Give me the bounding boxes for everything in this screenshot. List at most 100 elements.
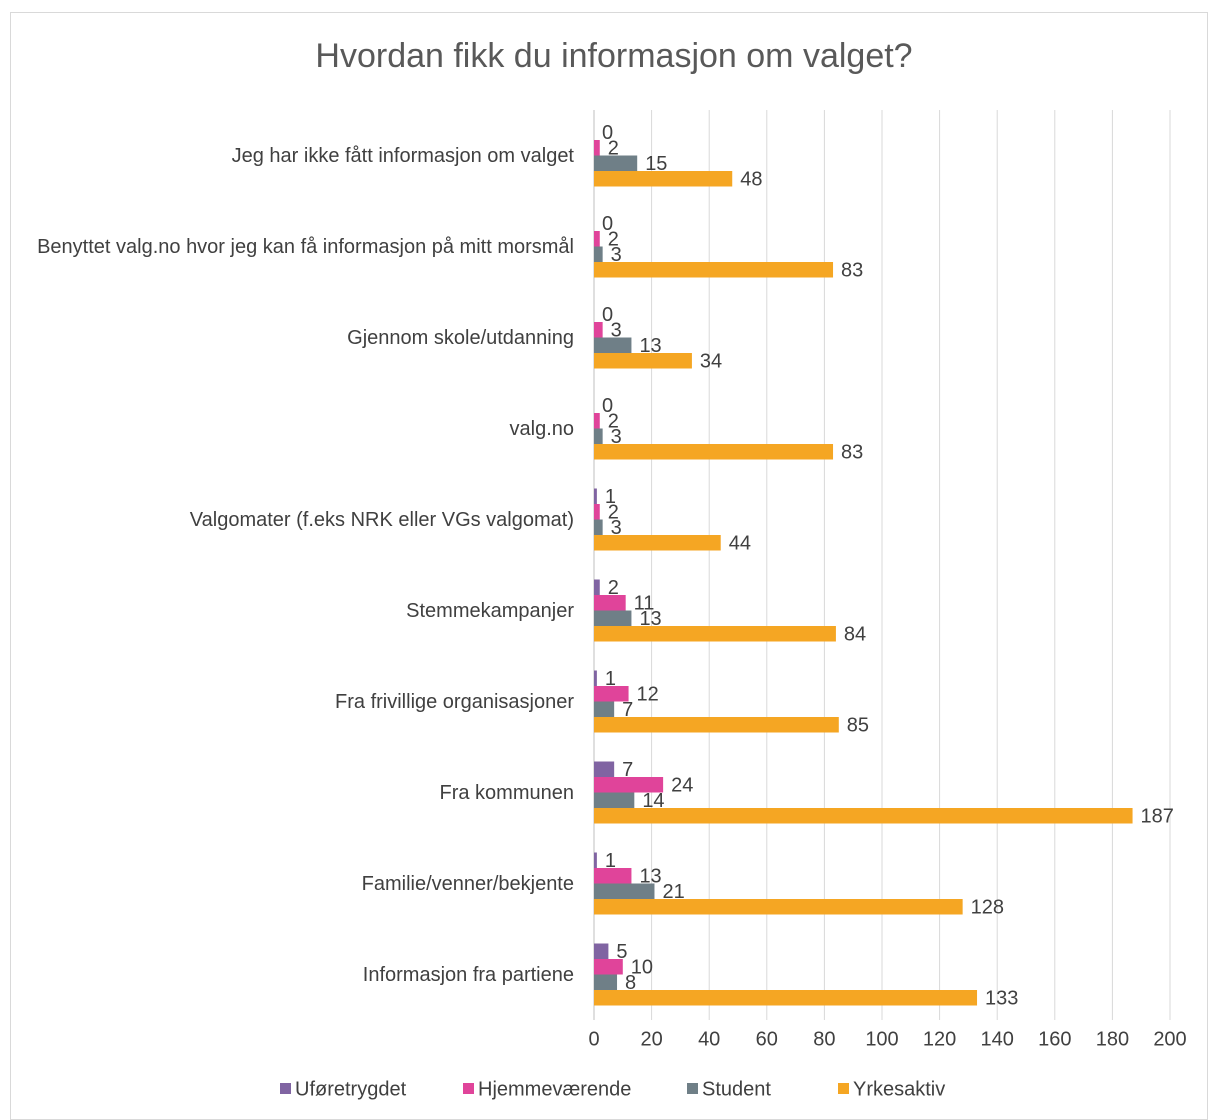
data-label: 187 [1141,806,1174,828]
y-tick-label: valg.no [509,417,575,440]
bar [594,504,600,520]
data-label: 2 [608,138,619,160]
y-tick-label: Fra kommunen [439,781,575,804]
y-tick-label: Jeg har ikke fått informasjon om valget [231,144,574,167]
data-label: 84 [844,624,866,646]
data-label: 3 [611,244,622,266]
x-tick-label: 160 [1038,1028,1071,1050]
data-label: 2 [608,229,619,251]
data-label: 8 [625,972,636,994]
data-label: 83 [841,260,863,282]
x-tick-label: 180 [1096,1028,1129,1050]
bar [594,959,623,975]
bar [594,444,834,460]
data-label: 85 [847,715,869,737]
data-label: 0 [602,213,613,235]
data-label: 7 [622,759,633,781]
data-label: 0 [602,395,613,417]
bar [594,353,692,369]
bar [594,322,603,338]
data-label: 3 [611,320,622,342]
x-tick-label: 80 [813,1028,835,1050]
y-tick-label: Stemmekampanjer [406,599,574,622]
data-label: 12 [637,684,659,706]
data-label: 133 [985,988,1018,1010]
bar [594,792,635,808]
y-tick-label: Valgomater (f.eks NRK eller VGs valgomat… [189,508,574,531]
data-label: 3 [611,426,622,448]
bar [594,595,626,611]
y-tick-label: Informasjon fra partiene [362,963,574,986]
data-label: 1 [605,850,616,872]
data-label: 48 [740,169,762,191]
bar [594,413,600,429]
bar [594,579,600,595]
bar [594,990,978,1006]
bar [594,337,632,353]
data-label: 2 [608,411,619,433]
bar [594,519,603,535]
data-label: 0 [602,122,613,144]
data-label: 13 [639,335,661,357]
data-label: 2 [608,577,619,599]
bar [594,761,615,777]
y-tick-label: Fra frivillige organisasjoner [335,690,574,713]
bar [594,717,839,733]
chart-title: Hvordan fikk du informasjon om valget? [315,37,912,75]
data-label: 24 [671,775,693,797]
legend-label: Uføretrygdet [295,1078,407,1100]
data-label: 14 [642,790,664,812]
data-label: 1 [605,668,616,690]
legend-label: Student [702,1078,771,1100]
bar [594,686,629,702]
bar [594,610,632,626]
x-tick-label: 0 [588,1028,599,1050]
bar [594,943,609,959]
bar [594,626,836,642]
legend-swatch [838,1083,849,1094]
data-label: 128 [971,897,1004,919]
y-tick-label: Familie/venner/bekjente [361,872,574,895]
bar [594,428,603,444]
legend-swatch [463,1083,474,1094]
legend-swatch [280,1083,291,1094]
legend-label: Yrkesaktiv [853,1078,945,1100]
bar [594,701,615,717]
data-label: 83 [841,442,863,464]
bar [594,899,963,915]
bar [594,231,600,247]
x-tick-label: 40 [698,1028,720,1050]
data-label: 10 [631,957,653,979]
bar [594,488,597,504]
bar [594,140,600,156]
bar [594,670,597,686]
data-label: 11 [634,593,655,615]
bar [594,171,733,187]
x-tick-label: 140 [981,1028,1014,1050]
data-label: 21 [662,881,684,903]
x-tick-label: 60 [756,1028,778,1050]
data-label: 3 [611,517,622,539]
data-label: 15 [645,153,667,175]
data-label: 1 [605,486,616,508]
y-tick-label: Gjennom skole/utdanning [347,326,574,349]
bar [594,246,603,262]
bar [594,868,632,884]
bar [594,262,834,278]
bar [594,808,1133,824]
bar [594,155,638,171]
bar [594,535,721,551]
data-label: 7 [622,699,633,721]
x-tick-label: 20 [640,1028,662,1050]
data-label: 5 [616,941,627,963]
data-label: 13 [639,608,661,630]
bar [594,852,597,868]
x-tick-label: 100 [865,1028,898,1050]
legend-label: Hjemmeværende [478,1078,631,1100]
data-label: 0 [602,304,613,326]
bar [594,974,618,990]
data-label: 44 [729,533,751,555]
data-label: 34 [700,351,722,373]
